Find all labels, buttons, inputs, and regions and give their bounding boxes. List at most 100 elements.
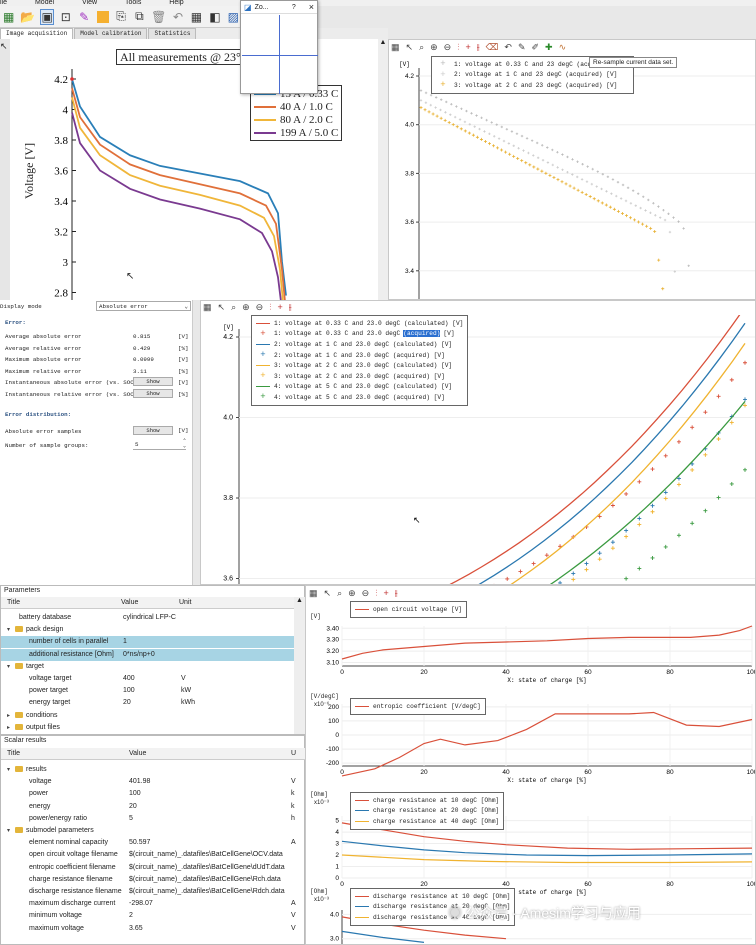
new-icon[interactable]: ▦ [3, 9, 15, 24]
col-unit[interactable]: Unit [179, 599, 192, 606]
groups-spinbox[interactable]: 5 ⌃ ⌄ [133, 438, 186, 450]
acq-point-1 [520, 134, 524, 138]
tab-image-acquisition[interactable]: Image acquisition [0, 28, 74, 39]
crop-icon[interactable]: ⊡ [60, 9, 71, 24]
trash-icon[interactable]: 🗑 [151, 9, 167, 24]
cal-ytick-label: 4.2 [223, 334, 233, 341]
tab-model-calibration[interactable]: Model calibration [74, 28, 148, 39]
acq-point-1 [662, 208, 665, 212]
acq-point-3 [496, 146, 500, 150]
menu-model[interactable]: Model [34, 0, 55, 6]
show-button[interactable]: Show [133, 377, 173, 386]
grid-icon[interactable]: ▦ [203, 301, 212, 312]
add-icon[interactable]: ✚ [545, 41, 553, 52]
add-point-icon[interactable]: + [277, 302, 283, 312]
acq-point-2 [673, 270, 677, 273]
help-icon[interactable]: ? [291, 3, 296, 11]
brush-icon[interactable]: ✐ [531, 41, 540, 52]
grid-icon[interactable]: ▦ [190, 9, 203, 24]
scalar-value: 5 [129, 814, 133, 822]
acq-point-1 [596, 170, 599, 173]
menu-help[interactable]: Help [169, 0, 184, 6]
col-title[interactable]: Title [7, 599, 20, 606]
pen-icon[interactable]: ✎ [79, 9, 90, 24]
cursor-vline-icon[interactable]: ⫶ [269, 301, 272, 312]
scalar-unit: h [291, 814, 295, 822]
rch_chart-xtick-label: 80 [666, 881, 674, 888]
cursor-icon[interactable]: ↖ [0, 41, 8, 51]
cal-point-3 [624, 576, 629, 581]
watermark-text: 公众号 · Amesim学习与应用 [465, 905, 641, 921]
close-icon[interactable]: × [308, 2, 314, 12]
col-value[interactable]: Value [121, 599, 139, 606]
acq-point-2 [571, 173, 574, 176]
parameter-row: ▾ pack design [1, 624, 294, 636]
copy-icon[interactable]: ⎘ [116, 9, 126, 23]
col-title[interactable]: Title [7, 750, 20, 757]
cursor-vline-icon[interactable]: ⫶ [457, 41, 460, 52]
zoom-in-icon[interactable]: ⊕ [348, 587, 356, 598]
zoom-box-icon[interactable]: ⌕ [337, 587, 343, 598]
undo-icon[interactable]: ↶ [173, 9, 184, 24]
pen-icon[interactable]: ✎ [517, 41, 526, 52]
line-swatch [355, 608, 369, 610]
col-value[interactable]: Value [129, 750, 147, 757]
acq-point-2 [576, 175, 579, 179]
zoom-box-icon[interactable]: ⌕ [231, 301, 237, 312]
rch_chart-ytick-label: 4 [335, 829, 339, 836]
split-icon[interactable]: ⫲ [476, 41, 480, 52]
eraser-icon[interactable]: ⌫ [485, 41, 499, 52]
zoom-out-icon[interactable]: ⊖ [361, 587, 370, 598]
paste-icon[interactable]: ⧉ [135, 9, 144, 23]
cal-curve-0 [449, 315, 741, 584]
select-icon[interactable]: ↖ [217, 301, 226, 312]
grid-icon[interactable]: ▦ [309, 587, 318, 598]
add-point-icon[interactable]: + [383, 588, 389, 598]
select-icon[interactable]: ↖ [323, 587, 332, 598]
acq-legend-item: +2: voltage at 1 C and 23 degC (acquired… [436, 70, 629, 81]
spin-arrows-icon[interactable]: ⌃ ⌄ [182, 438, 186, 449]
undo-icon[interactable]: ↶ [504, 41, 512, 52]
split-icon[interactable]: ⫲ [288, 301, 292, 312]
zoom-in-icon[interactable]: ⊕ [242, 301, 250, 312]
zoom-box-icon[interactable]: ⌕ [419, 41, 425, 52]
cal-legend-label: 4: voltage at 5 C and 23.0 degC (calcula… [274, 383, 453, 391]
zoom-out-icon[interactable]: ⊖ [443, 41, 452, 52]
grid-icon[interactable]: ▦ [391, 41, 400, 52]
acq-point-1 [546, 146, 549, 149]
ent_chart-xtick-label: 20 [420, 769, 428, 776]
add-point-icon[interactable]: + [465, 42, 471, 52]
vertical-scrollbar[interactable]: ▲ [378, 39, 388, 300]
image-edit-icon[interactable]: ▨ [227, 9, 239, 24]
acq-point-3 [604, 203, 608, 207]
zoom-window[interactable]: ◪ Zo... ? × [240, 0, 318, 94]
tab-statistics[interactable]: Statistics [148, 28, 197, 39]
display-mode-select[interactable]: Absolute error ⌄ [96, 301, 191, 311]
samples-show-button[interactable]: Show [133, 426, 173, 435]
side-toolbar: ↖ [0, 39, 10, 300]
split-icon[interactable]: ⫲ [394, 587, 398, 598]
image-ytick-label: 4.2 [54, 74, 68, 86]
image-icon[interactable]: ▣ [40, 8, 55, 25]
menu-tools[interactable]: Tools [125, 0, 142, 6]
layers-icon[interactable]: ◧ [209, 9, 221, 24]
acq-point-3 [649, 226, 653, 230]
scalar-title: entropic coefficient filename [29, 862, 116, 874]
color-square-icon[interactable] [96, 9, 109, 25]
show-button[interactable]: Show [133, 388, 173, 398]
acq-point-3 [492, 144, 496, 148]
resample-icon[interactable]: ∿ [558, 41, 567, 52]
zoom-in-icon[interactable]: ⊕ [430, 41, 438, 52]
parameters-scrollbar[interactable]: ▲ [294, 597, 305, 734]
cursor-vline-icon[interactable]: ⫶ [375, 587, 378, 598]
menu-view[interactable]: View [82, 0, 98, 6]
acq-point-2 [619, 197, 623, 200]
acq-point-3 [596, 199, 600, 203]
parameters-title: Parameters [4, 587, 41, 594]
col-unit[interactable]: U [291, 750, 297, 757]
line-swatch [355, 799, 369, 801]
menu-file[interactable]: ile [0, 0, 8, 6]
zoom-out-icon[interactable]: ⊖ [255, 301, 264, 312]
open-folder-icon[interactable]: 📂 [20, 9, 36, 24]
select-icon[interactable]: ↖ [405, 41, 414, 52]
